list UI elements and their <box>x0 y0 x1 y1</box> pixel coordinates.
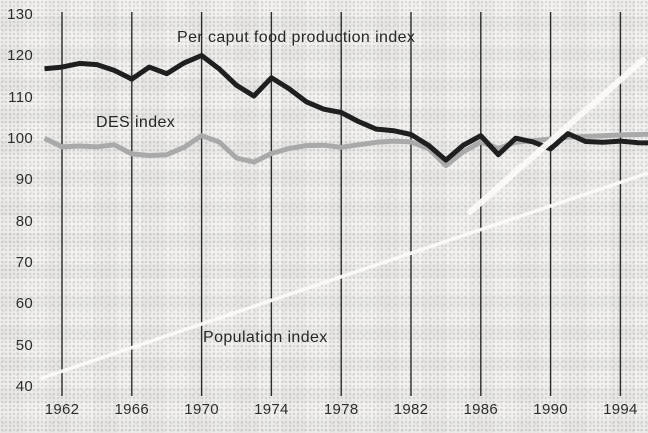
x-tick-label-1962: 1962 <box>44 401 80 418</box>
x-tick-label-1986: 1986 <box>463 401 499 418</box>
y-tick-label-60: 60 <box>15 295 33 313</box>
y-tick-label-100: 100 <box>7 130 33 147</box>
y-tick-label-120: 120 <box>7 47 33 65</box>
x-tick-label-1982: 1982 <box>393 401 429 418</box>
y-tick-label-40: 40 <box>15 378 33 395</box>
y-tick-label-70: 70 <box>15 254 33 271</box>
x-tick-label-1966: 1966 <box>114 401 150 418</box>
x-tick-label-1990: 1990 <box>533 401 568 418</box>
x-tick-label-1978: 1978 <box>323 401 359 418</box>
y-tick-label-90: 90 <box>15 171 33 189</box>
y-tick-label-80: 80 <box>15 212 33 230</box>
x-tick-label-1974: 1974 <box>254 401 289 418</box>
x-tick-label-1994: 1994 <box>603 401 638 418</box>
scratch-artifact-upper <box>467 57 646 215</box>
scratch-artifact-lower <box>40 171 648 380</box>
series-line-production <box>44 53 648 163</box>
y-tick-label-50: 50 <box>15 336 33 354</box>
y-tick-label-110: 110 <box>8 88 33 106</box>
label-population-index: Population index <box>203 329 328 346</box>
x-tick-label-1970: 1970 <box>184 401 219 418</box>
y-tick-label-130: 130 <box>7 6 33 23</box>
label-per-caput-food-production-index: Per caput food production index <box>177 29 416 46</box>
label-des-index: DES index <box>96 114 176 131</box>
